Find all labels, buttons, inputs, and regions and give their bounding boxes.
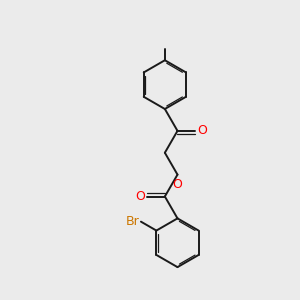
Text: O: O	[198, 124, 207, 137]
Text: O: O	[135, 190, 145, 203]
Text: Br: Br	[126, 215, 140, 228]
Text: O: O	[172, 178, 182, 191]
